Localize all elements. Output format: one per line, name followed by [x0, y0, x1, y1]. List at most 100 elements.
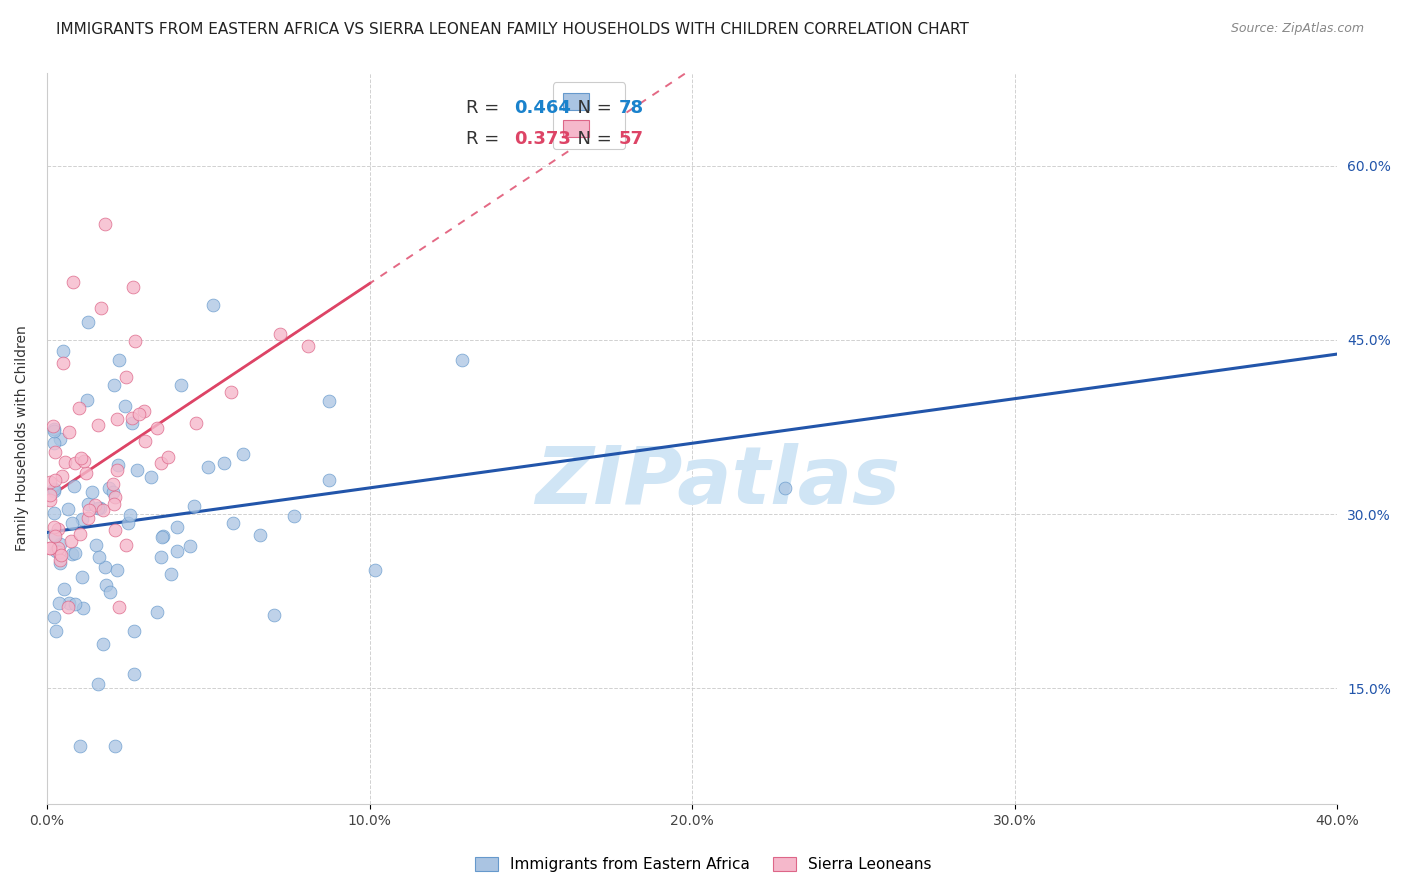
Point: [108, 353, 131, 368]
Point: [72, 570, 94, 584]
Point: [48, 541, 70, 555]
Point: [104, 523, 127, 537]
Point: [82, 485, 104, 500]
Text: 57: 57: [619, 130, 644, 148]
Point: [90, 301, 112, 315]
Point: [149, 456, 172, 470]
Text: IMMIGRANTS FROM EASTERN AFRICA VS SIERRA LEONEAN FAMILY HOUSEHOLDS WITH CHILDREN: IMMIGRANTS FROM EASTERN AFRICA VS SIERRA…: [56, 22, 969, 37]
Point: [56, 502, 79, 516]
Point: [42, 419, 65, 434]
Point: [150, 530, 173, 544]
Point: [70, 451, 93, 466]
Point: [53, 455, 76, 469]
Point: [115, 370, 138, 384]
Point: [107, 463, 129, 477]
Point: [51, 548, 73, 562]
Point: [48, 545, 70, 559]
Point: [212, 456, 235, 470]
Point: [318, 394, 340, 409]
Point: [45, 543, 67, 558]
Point: [42, 436, 65, 450]
Point: [65, 457, 87, 471]
Text: Source: ZipAtlas.com: Source: ZipAtlas.com: [1230, 22, 1364, 36]
Point: [94, 217, 117, 231]
Point: [49, 556, 72, 570]
Point: [103, 377, 125, 392]
Point: [363, 563, 385, 577]
Point: [269, 326, 291, 341]
Point: [91, 503, 114, 517]
Point: [63, 546, 86, 560]
Point: [39, 541, 62, 555]
Point: [101, 476, 124, 491]
Point: [77, 315, 100, 329]
Point: [62, 479, 84, 493]
Point: [152, 529, 174, 543]
Point: [202, 298, 225, 312]
Point: [42, 527, 65, 541]
Point: [150, 549, 173, 564]
Point: [318, 473, 340, 487]
Point: [51, 469, 73, 483]
Point: [45, 624, 67, 639]
Point: [39, 488, 62, 502]
Point: [128, 407, 150, 421]
Point: [122, 279, 145, 293]
Point: [42, 610, 65, 624]
Point: [103, 497, 125, 511]
Point: [48, 597, 70, 611]
Point: [72, 600, 94, 615]
Point: [42, 482, 65, 496]
Point: [166, 544, 188, 558]
Point: [49, 536, 72, 550]
Point: [87, 417, 110, 432]
Y-axis label: Family Households with Children: Family Households with Children: [15, 326, 30, 551]
Point: [94, 559, 117, 574]
Point: [60, 516, 83, 531]
Point: [125, 463, 148, 477]
Point: [44, 473, 66, 487]
Point: [249, 527, 271, 541]
Point: [39, 492, 62, 507]
Point: [62, 275, 84, 289]
Point: [146, 606, 169, 620]
Point: [179, 539, 201, 553]
Text: ZIPatlas: ZIPatlas: [536, 443, 900, 522]
Point: [183, 500, 205, 514]
Point: [52, 356, 75, 370]
Point: [170, 378, 193, 392]
Text: 78: 78: [619, 99, 644, 117]
Point: [42, 506, 65, 520]
Point: [46, 522, 69, 536]
Point: [39, 475, 62, 489]
Point: [232, 447, 254, 461]
Point: [159, 566, 181, 581]
Point: [450, 353, 472, 368]
Point: [42, 520, 65, 534]
Point: [77, 497, 100, 511]
Point: [105, 564, 128, 578]
Point: [58, 425, 80, 440]
Point: [97, 481, 120, 495]
Point: [77, 503, 100, 517]
Point: [132, 404, 155, 418]
Text: N =: N =: [565, 130, 617, 148]
Point: [121, 416, 143, 430]
Point: [58, 595, 80, 609]
Text: R =: R =: [467, 130, 505, 148]
Point: [70, 512, 93, 526]
Text: 0.373: 0.373: [515, 130, 571, 148]
Point: [42, 483, 65, 498]
Point: [63, 597, 86, 611]
Point: [91, 637, 114, 651]
Point: [117, 516, 139, 530]
Point: [49, 432, 72, 446]
Point: [104, 491, 127, 505]
Point: [44, 444, 66, 458]
Point: [98, 585, 121, 599]
Point: [124, 624, 146, 639]
Point: [60, 533, 83, 548]
Point: [103, 484, 125, 499]
Legend: Immigrants from Eastern Africa, Sierra Leoneans: Immigrants from Eastern Africa, Sierra L…: [467, 849, 939, 880]
Point: [56, 599, 79, 614]
